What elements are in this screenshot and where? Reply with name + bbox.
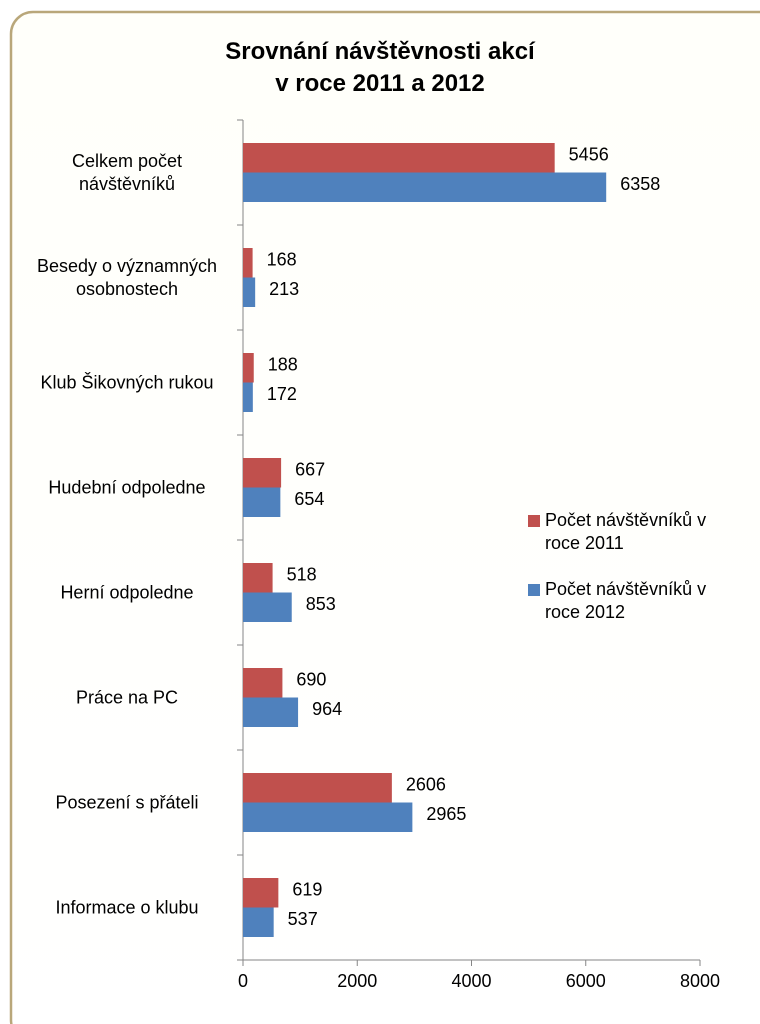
data-label: 168	[267, 250, 297, 270]
data-label: 518	[287, 565, 317, 585]
x-tick-label: 8000	[680, 971, 720, 991]
x-tick-label: 2000	[337, 971, 377, 991]
data-label: 619	[292, 880, 322, 900]
chart-title: v roce 2011 a 2012	[275, 70, 485, 97]
data-label: 964	[312, 699, 342, 719]
legend-label: Počet návštěvníků v roce 2011	[545, 510, 707, 553]
legend-swatch	[528, 515, 540, 527]
data-label: 537	[288, 909, 318, 929]
data-label: 690	[296, 670, 326, 690]
data-label: 2606	[406, 775, 446, 795]
data-label: 188	[268, 355, 298, 375]
frame	[9, 10, 760, 1024]
bar	[243, 592, 292, 622]
category-label: Celkem počet návštěvníků	[71, 150, 183, 194]
data-label: 667	[295, 460, 325, 480]
data-label: 6358	[620, 174, 660, 194]
bar	[243, 697, 299, 727]
category-label: Hudební odpoledne	[48, 477, 206, 497]
data-label: 213	[269, 279, 299, 299]
bar	[243, 458, 282, 488]
category-label: Informace o klubu	[55, 897, 199, 917]
bar	[243, 143, 555, 173]
bar	[243, 277, 256, 307]
chart-title: Srovnání návštěvnosti akcí	[225, 38, 535, 65]
bar	[243, 382, 253, 412]
x-tick-label: 4000	[451, 971, 491, 991]
bar	[243, 802, 413, 832]
category-label: Klub Šikovných rukou	[40, 372, 214, 392]
category-label: Práce na PC	[75, 687, 179, 707]
x-tick-label: 0	[238, 971, 248, 991]
bar	[243, 353, 254, 383]
bar	[243, 773, 392, 803]
legend-label: Počet návštěvníků v roce 2012	[545, 579, 707, 622]
data-label: 654	[294, 489, 324, 509]
bar	[243, 563, 273, 593]
category-label: Besedy o významných osobnostech	[36, 255, 218, 299]
category-label: Posezení s přáteli	[55, 792, 199, 812]
data-label: 5456	[569, 145, 609, 165]
bar	[243, 248, 253, 278]
bar	[243, 172, 607, 202]
category-label: Herní odpoledne	[60, 582, 194, 602]
data-label: 172	[267, 384, 297, 404]
bar	[243, 668, 283, 698]
bar	[243, 907, 274, 937]
bar	[243, 487, 281, 517]
bar	[243, 878, 279, 908]
legend-swatch	[528, 584, 540, 596]
x-tick-label: 6000	[566, 971, 606, 991]
data-label: 853	[306, 594, 336, 614]
data-label: 2965	[426, 804, 466, 824]
